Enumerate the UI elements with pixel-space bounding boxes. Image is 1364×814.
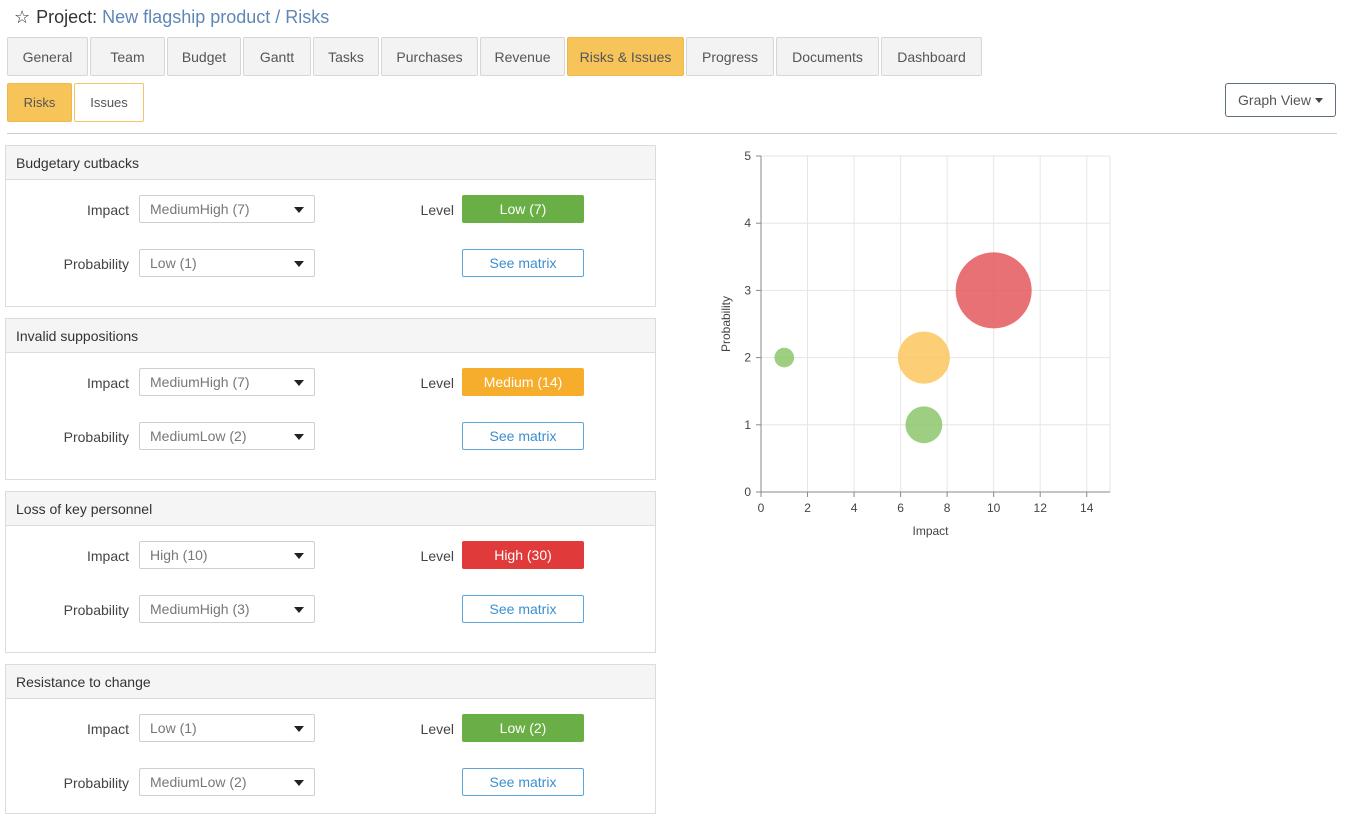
see-matrix-button[interactable]: See matrix [462,422,584,450]
caret-down-icon [294,261,304,267]
x-tick-label: 0 [758,501,765,515]
impact-select[interactable]: MediumHigh (7) [139,368,315,396]
risk-title: Resistance to change [6,665,655,699]
caret-down-icon [294,553,304,559]
tab-gantt[interactable]: Gantt [243,37,311,76]
caret-down-icon [294,434,304,440]
level-label: Level [420,548,454,564]
impact-select[interactable]: High (10) [139,541,315,569]
x-tick-label: 12 [1034,501,1048,515]
probability-select[interactable]: MediumLow (2) [139,768,315,796]
impact-select[interactable]: Low (1) [139,714,315,742]
x-tick-label: 10 [987,501,1001,515]
caret-down-icon [294,780,304,786]
tab-progress[interactable]: Progress [686,37,774,76]
tab-risks-issues[interactable]: Risks & Issues [567,37,684,76]
see-matrix-button[interactable]: See matrix [462,249,584,277]
tab-revenue[interactable]: Revenue [480,37,565,76]
impact-value: MediumHigh (7) [150,201,250,217]
risk-card: Resistance to change Impact Low (1) Prob… [5,664,656,814]
subtab-risks[interactable]: Risks [7,83,72,122]
tab-team[interactable]: Team [90,37,165,76]
probability-label: Probability [63,429,129,445]
caret-down-icon [1314,97,1323,103]
y-tick-label: 4 [744,216,751,230]
subtab-issues[interactable]: Issues [74,83,144,122]
page-title: ☆ Project: New flagship product / Risks [14,4,329,30]
section-divider [7,133,1337,134]
graph-view-label: Graph View [1238,92,1311,108]
level-badge: Low (2) [462,714,584,742]
level-badge: Medium (14) [462,368,584,396]
probability-label: Probability [63,256,129,272]
tab-purchases[interactable]: Purchases [381,37,478,76]
see-matrix-button[interactable]: See matrix [462,595,584,623]
impact-select[interactable]: MediumHigh (7) [139,195,315,223]
impact-label: Impact [86,202,129,218]
y-tick-label: 1 [744,418,751,432]
impact-label: Impact [86,721,129,737]
caret-down-icon [294,607,304,613]
risk-title: Loss of key personnel [6,492,655,526]
probability-select[interactable]: MediumLow (2) [139,422,315,450]
level-label: Level [420,202,454,218]
probability-value: MediumLow (2) [150,774,247,790]
y-tick-label: 5 [744,149,751,163]
probability-label: Probability [63,602,129,618]
bubble-point [955,252,1032,329]
x-tick-label: 2 [804,501,811,515]
y-tick-label: 2 [744,351,751,365]
bubble-point [905,406,943,444]
bubble-point [774,347,795,368]
bubble-point [897,331,950,384]
tab-general[interactable]: General [7,37,88,76]
x-axis-label: Impact [912,524,949,538]
level-label: Level [420,721,454,737]
see-matrix-button[interactable]: See matrix [462,768,584,796]
tab-tasks[interactable]: Tasks [313,37,379,76]
tab-dashboard[interactable]: Dashboard [881,37,982,76]
probability-value: MediumHigh (3) [150,601,250,617]
x-tick-label: 14 [1080,501,1094,515]
project-breadcrumb[interactable]: New flagship product / Risks [102,6,330,27]
y-axis-label: Probability [719,296,733,352]
graph-view-dropdown[interactable]: Graph View [1225,83,1336,117]
y-tick-label: 0 [744,485,751,499]
x-tick-label: 6 [897,501,904,515]
impact-label: Impact [86,548,129,564]
risk-card: Invalid suppositions Impact MediumHigh (… [5,318,656,480]
probability-value: MediumLow (2) [150,428,247,444]
risk-card: Loss of key personnel Impact High (10) P… [5,491,656,653]
y-tick-label: 3 [744,283,751,297]
title-prefix: Project: [36,6,98,27]
level-badge: High (30) [462,541,584,569]
impact-value: Low (1) [150,720,197,736]
probability-value: Low (1) [150,255,197,271]
x-tick-label: 8 [944,501,951,515]
risk-title: Invalid suppositions [6,319,655,353]
risk-card: Budgetary cutbacks Impact MediumHigh (7)… [5,145,656,307]
impact-value: High (10) [150,547,208,563]
impact-label: Impact [86,375,129,391]
probability-select[interactable]: Low (1) [139,249,315,277]
probability-label: Probability [63,775,129,791]
x-tick-label: 4 [851,501,858,515]
caret-down-icon [294,207,304,213]
tab-documents[interactable]: Documents [776,37,879,76]
level-badge: Low (7) [462,195,584,223]
caret-down-icon [294,380,304,386]
level-label: Level [420,375,454,391]
probability-select[interactable]: MediumHigh (3) [139,595,315,623]
risk-title: Budgetary cutbacks [6,146,655,180]
star-icon[interactable]: ☆ [14,7,31,27]
caret-down-icon [294,726,304,732]
tab-budget[interactable]: Budget [167,37,241,76]
impact-value: MediumHigh (7) [150,374,250,390]
